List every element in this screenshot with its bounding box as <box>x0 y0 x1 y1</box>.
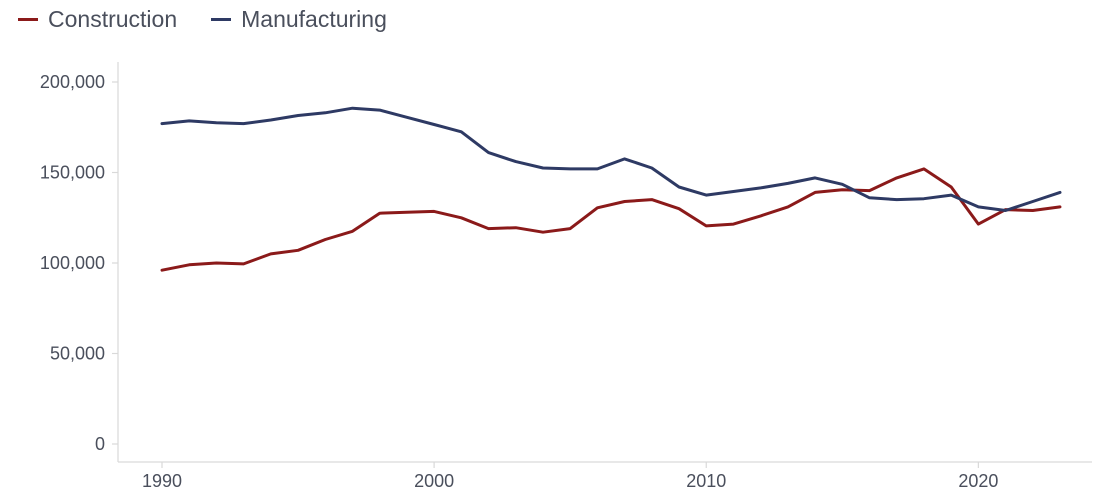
x-tick-label: 2020 <box>958 471 998 491</box>
chart-legend: Construction Manufacturing <box>18 2 387 36</box>
x-tick-label: 1990 <box>142 471 182 491</box>
x-tick-label: 2010 <box>686 471 726 491</box>
legend-swatch-construction <box>18 17 38 21</box>
y-tick-label: 200,000 <box>40 72 105 92</box>
y-tick-label: 150,000 <box>40 163 105 183</box>
y-tick-label: 100,000 <box>40 253 105 273</box>
legend-label-construction: Construction <box>48 5 178 32</box>
y-tick-label: 0 <box>95 434 105 454</box>
legend-label-manufacturing: Manufacturing <box>241 5 387 32</box>
y-tick-label: 50,000 <box>50 344 105 364</box>
series-lines <box>160 106 1062 272</box>
legend-swatch-manufacturing <box>211 17 232 21</box>
axes: 0 50,000 100,000 150,000 200,000 1990 2000 2010… <box>40 62 1092 491</box>
legend-item-manufacturing[interactable]: Manufacturing <box>211 6 387 33</box>
series-line-construction[interactable] <box>160 167 1062 272</box>
x-tick-label: 2000 <box>414 471 454 491</box>
legend-item-construction[interactable]: Construction <box>18 6 177 33</box>
series-line-manufacturing[interactable] <box>160 106 1062 212</box>
